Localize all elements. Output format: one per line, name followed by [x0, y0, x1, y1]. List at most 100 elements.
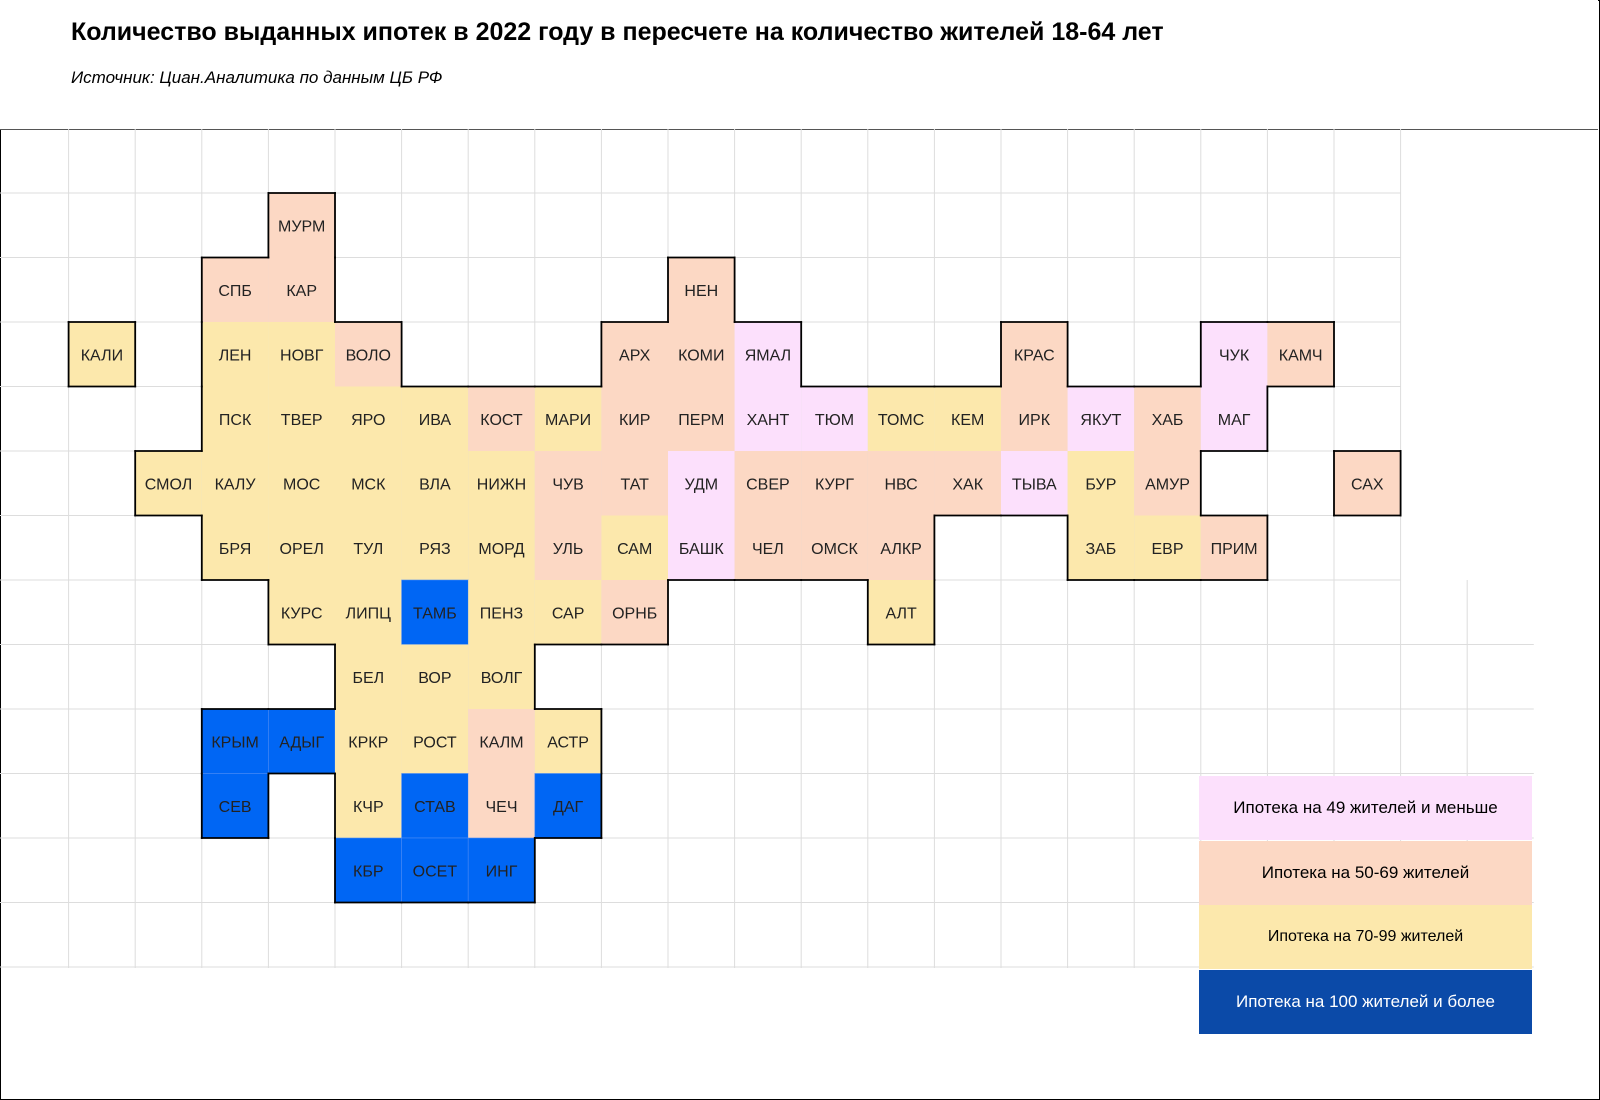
region-tile-fill: [335, 644, 402, 709]
region-tile-fill: [201, 386, 269, 451]
legend-item-lt50: Ипотека на 49 жителей и меньше: [1199, 776, 1532, 840]
region-label: ПЕНЗ: [480, 605, 523, 622]
region-tile-fill: [601, 451, 668, 516]
region-tile-fill: [601, 515, 668, 580]
region-tile: КИР: [601, 386, 668, 451]
region-tile-fill: [268, 580, 335, 645]
region-tile: МУРМ: [268, 193, 335, 258]
region-label: СТАВ: [414, 799, 456, 816]
region-tile: БЕЛ: [335, 644, 402, 709]
region-label: ТЮМ: [815, 412, 854, 429]
region-tile: САХ: [1334, 451, 1401, 516]
region-label: ЛЕН: [219, 347, 252, 364]
region-tile-fill: [1001, 322, 1068, 387]
region-label: ПСК: [219, 412, 252, 429]
region-tile: КРКР: [335, 709, 402, 774]
region-label: ТЫВА: [1012, 476, 1057, 493]
region-tile: НИЖН: [468, 451, 535, 516]
region-tile-fill: [401, 709, 469, 774]
region-tile: АЛТ: [867, 580, 935, 645]
region-tile-fill: [201, 515, 269, 580]
region-tile: ЧУК: [1200, 322, 1268, 387]
region-label: МАГ: [1218, 412, 1251, 429]
region-tile-fill: [68, 322, 136, 387]
region-tile-fill: [867, 386, 935, 451]
region-tile-fill: [668, 451, 735, 516]
region-tile-fill: [934, 451, 1001, 516]
region-label: РЯЗ: [419, 541, 451, 558]
region-tile: КРАС: [1001, 322, 1068, 387]
region-tile: АДЫГ: [268, 708, 336, 774]
region-tile-fill: [1200, 322, 1268, 387]
region-tile-fill: [468, 580, 535, 645]
region-label: АМУР: [1145, 476, 1190, 493]
region-tile-fill: [468, 644, 535, 709]
region-label: ЧУВ: [552, 476, 584, 493]
region-tile-fill: [601, 580, 668, 645]
region-tile-fill: [468, 773, 535, 838]
region-label: КОМИ: [678, 347, 724, 364]
region-tile-fill: [734, 451, 802, 516]
region-label: РОСТ: [413, 734, 457, 751]
region-tile: ЛЕН: [201, 322, 269, 387]
region-label: КИР: [619, 412, 651, 429]
region-tile-fill: [534, 580, 602, 645]
region-label: УЛЬ: [553, 541, 584, 558]
region-label: МСК: [351, 476, 386, 493]
legend-label: Ипотека на 100 жителей и более: [1235, 992, 1495, 1011]
legend-item-100-plus: Ипотека на 100 жителей и более: [1199, 970, 1532, 1034]
region-label: САМ: [617, 541, 652, 558]
region-tile: АЛКР: [867, 515, 935, 580]
region-tile: КОМИ: [668, 322, 735, 387]
legend-label: Ипотека на 70-99 жителей: [1267, 928, 1464, 945]
region-tile: ВЛА: [401, 451, 469, 516]
region-tile-fill: [1134, 515, 1201, 580]
region-tile: БАШК: [668, 515, 735, 580]
region-label: КАР: [286, 283, 317, 300]
region-tile: ИВА: [401, 386, 469, 451]
region-tile: СПБ: [201, 257, 269, 322]
region-tile-fill: [734, 515, 802, 580]
region-label: АДЫГ: [279, 734, 324, 751]
region-tile-fill: [1267, 322, 1334, 387]
region-label: ЗАБ: [1085, 541, 1116, 558]
region-label: ВОР: [418, 670, 451, 687]
region-tile-fill: [801, 386, 868, 451]
region-tile: СЕВ: [201, 773, 269, 839]
region-tile: САР: [534, 580, 602, 645]
region-tile: ОМСК: [801, 515, 868, 580]
region-tile-fill: [867, 515, 935, 580]
region-tile-fill: [201, 322, 269, 387]
region-tile-fill: [1334, 451, 1401, 516]
region-label: БЕЛ: [352, 670, 384, 687]
region-tile: УЛЬ: [534, 515, 602, 580]
region-label: АСТР: [547, 734, 589, 751]
region-tile-fill: [268, 515, 335, 580]
region-tile: МОРД: [468, 515, 535, 580]
region-tile: ХАК: [934, 451, 1001, 516]
region-label: БУР: [1085, 476, 1116, 493]
region-tile: МАГ: [1200, 386, 1268, 451]
region-tile-fill: [1134, 386, 1201, 451]
region-label: СПБ: [218, 283, 252, 300]
region-tile: ХАБ: [1134, 386, 1201, 451]
region-tile: РОСТ: [401, 709, 469, 774]
region-tile-fill: [534, 709, 602, 774]
region-label: ЧЕЧ: [486, 799, 518, 816]
region-tile-fill: [1134, 451, 1201, 516]
region-label: ОСЕТ: [413, 863, 458, 880]
region-label: ВЛА: [419, 476, 451, 493]
region-tile-fill: [268, 386, 335, 451]
legend-item-50-69: Ипотека на 50-69 жителей: [1199, 841, 1532, 905]
region-tile: ТАТ: [601, 451, 668, 516]
region-tile-fill: [468, 451, 535, 516]
region-tile: ЧЕЛ: [734, 515, 802, 580]
region-label: ИРК: [1019, 412, 1051, 429]
region-label: САР: [552, 605, 585, 622]
region-label: ХАНТ: [747, 412, 790, 429]
region-label: СМОЛ: [145, 476, 192, 493]
legend-label: Ипотека на 49 жителей и меньше: [1233, 798, 1498, 817]
region-label: АЛТ: [885, 605, 917, 622]
region-tile: ЯРО: [335, 386, 402, 451]
region-label: НОВГ: [280, 347, 324, 364]
